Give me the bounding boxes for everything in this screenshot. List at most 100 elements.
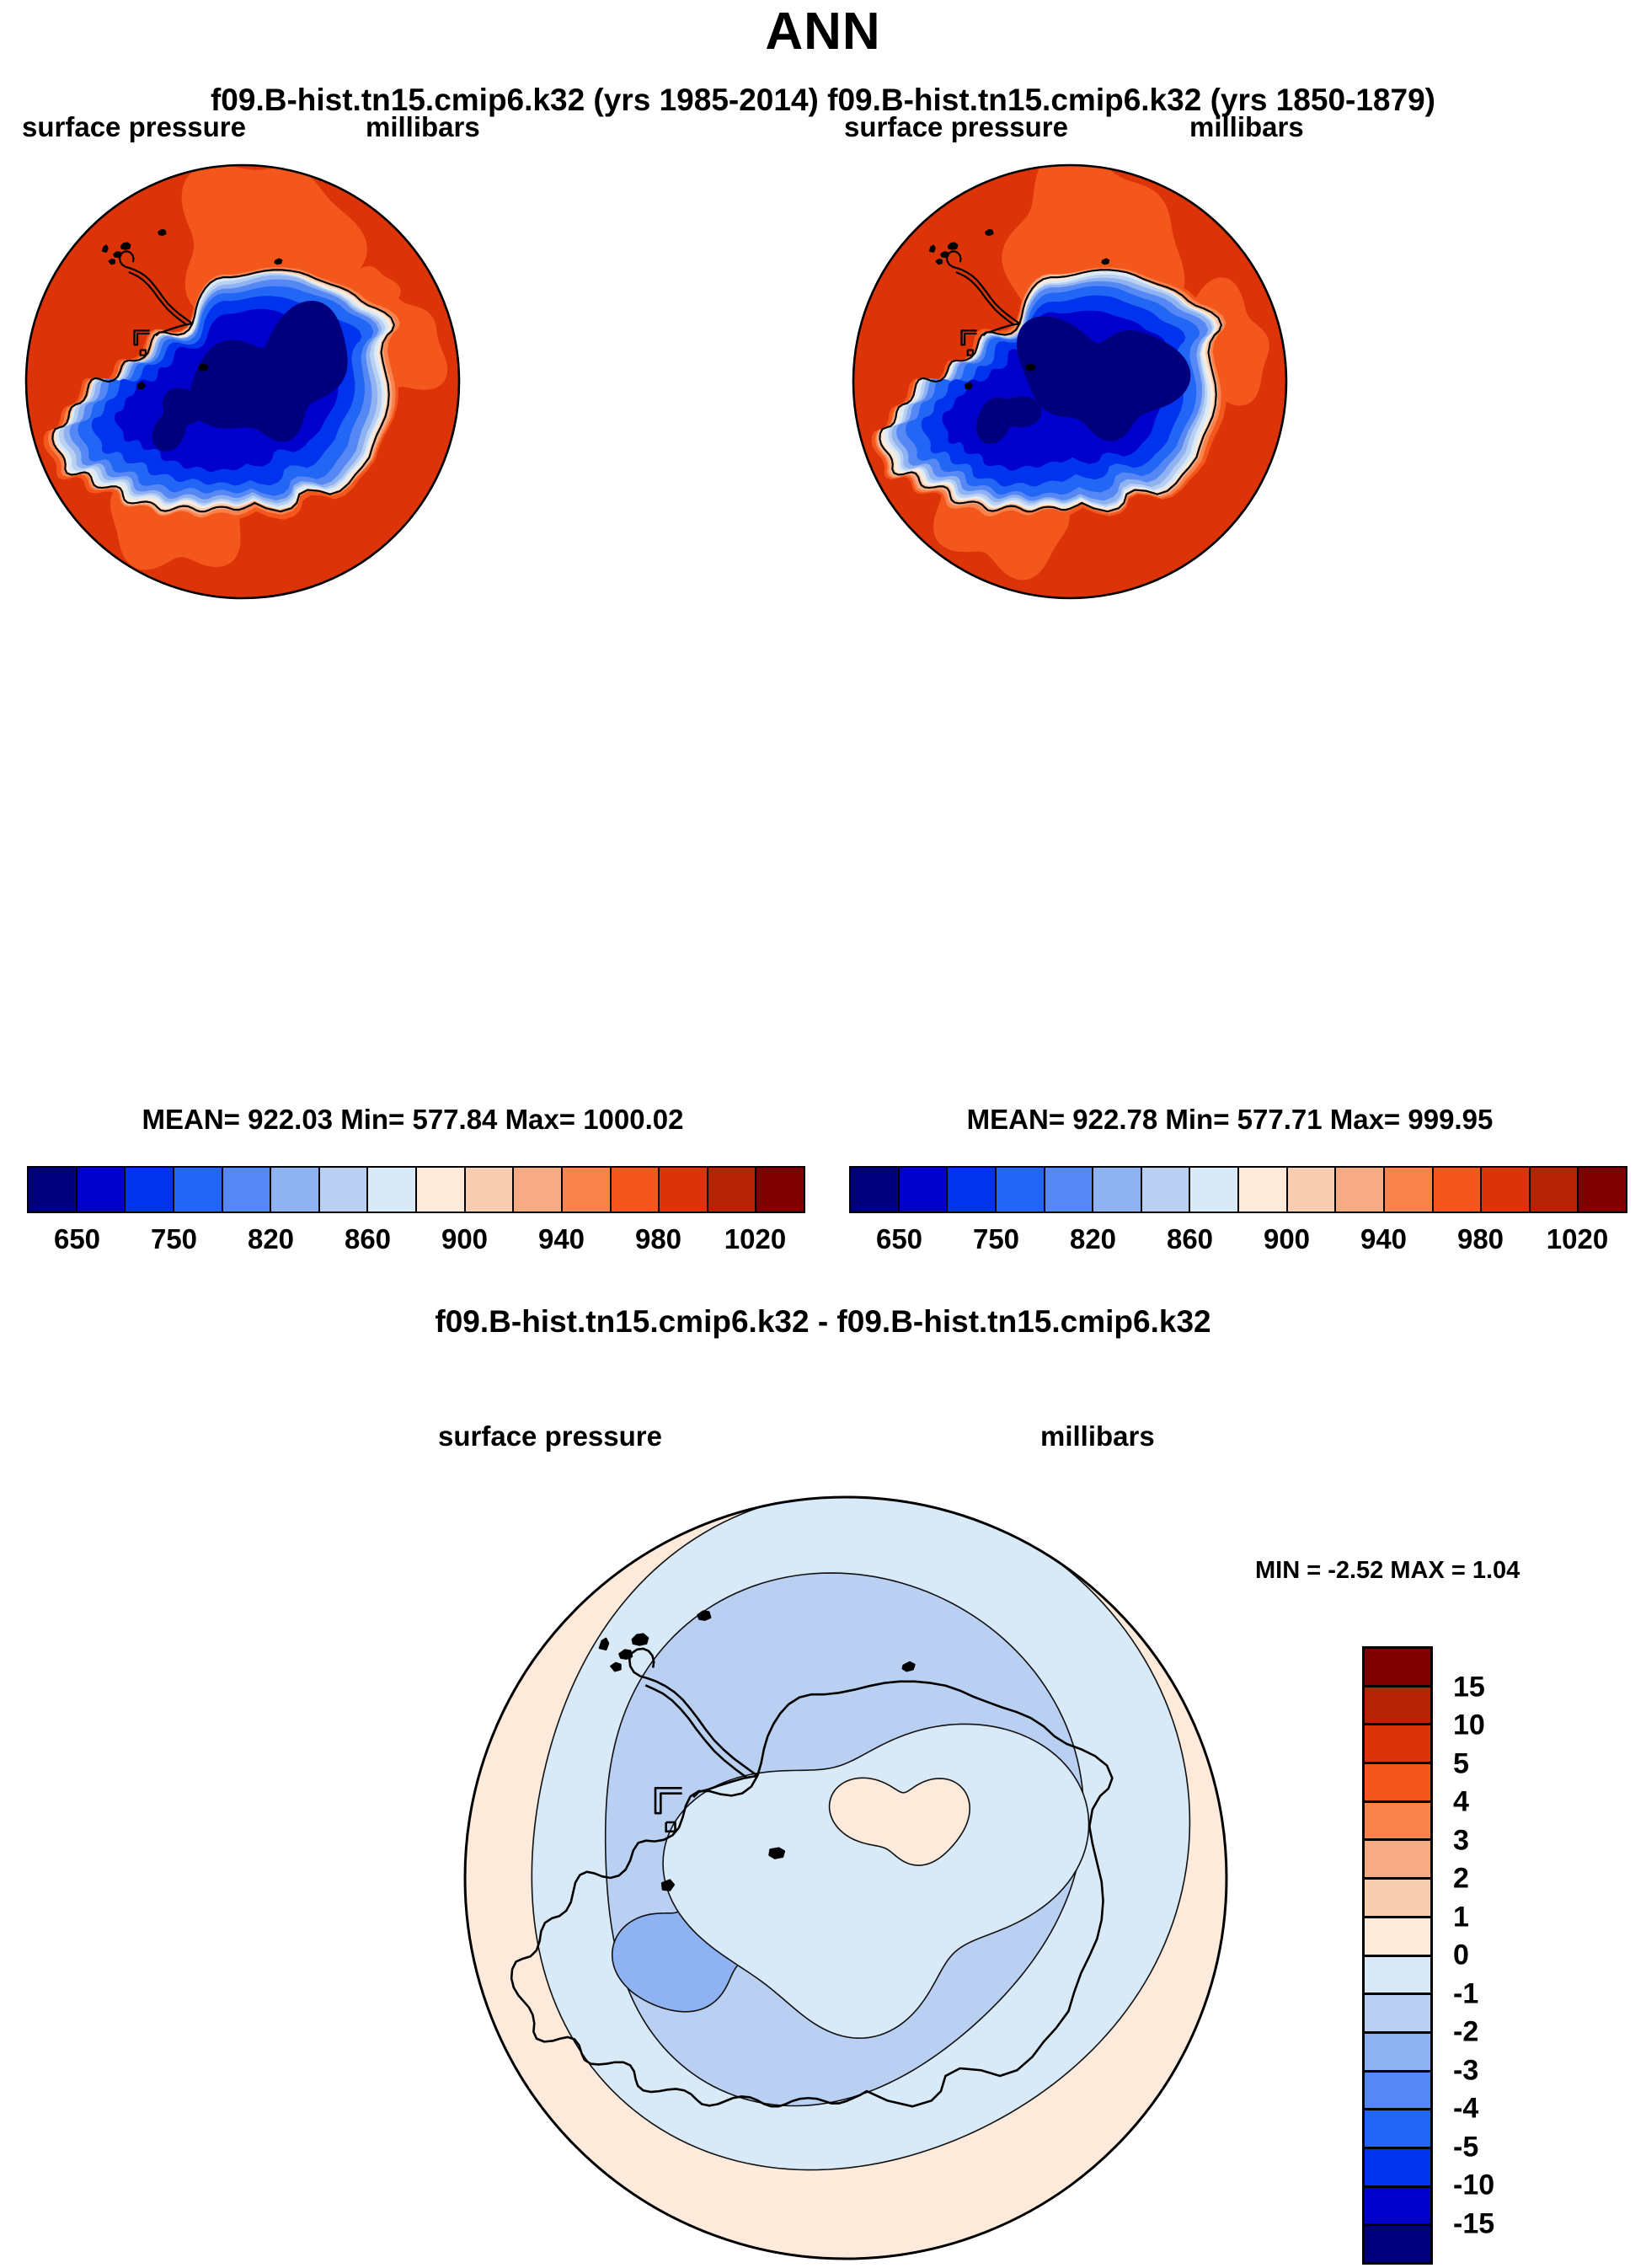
colorbar-swatch — [1365, 2072, 1430, 2111]
map-right-polar — [851, 158, 1289, 605]
colorbar-swatch — [851, 1168, 900, 1212]
colorbar-swatch — [899, 1168, 949, 1212]
left-stats: MEAN= 922.03 Min= 577.84 Max= 1000.02 — [142, 1104, 684, 1135]
coastline — [510, 1610, 1114, 2108]
colorbar-tick-label: 650 — [53, 1223, 101, 1254]
colorbar-tick-label: 2 — [1453, 1862, 1469, 1895]
colorbar-tick-label: 860 — [344, 1223, 392, 1254]
colorbar-swatch — [1365, 1995, 1430, 2034]
diff-colorbar: 15 10 5 4 3 2 1 0 -1 -2 -3 -4 -5 -10 -15 — [1362, 1646, 1563, 2265]
colorbar-swatch — [271, 1168, 320, 1212]
colorbar-swatch — [514, 1168, 563, 1212]
polar-map-svg — [24, 163, 461, 600]
map-frame — [24, 163, 461, 600]
colorbar-swatch — [1365, 1802, 1430, 1842]
colorbar-tick-label: 5 — [1453, 1747, 1469, 1779]
coastline — [879, 229, 1222, 513]
colorbar-tick-label: 650 — [875, 1223, 923, 1254]
coastline — [51, 229, 395, 513]
colorbar-swatch — [708, 1168, 757, 1212]
colorbar-tick-label: -3 — [1453, 2054, 1479, 2086]
page-title: ANN — [765, 3, 881, 61]
colorbar-tick-label: 15 — [1453, 1671, 1485, 1703]
diff-units-label: millibars — [1040, 1420, 1155, 1452]
colorbar-swatch — [1239, 1168, 1288, 1212]
colorbar-swatch — [319, 1168, 369, 1212]
colorbar-tick-label: 4 — [1453, 1785, 1469, 1818]
colorbar-swatch — [465, 1168, 515, 1212]
colorbar-tick-label: -4 — [1453, 2092, 1479, 2125]
colorbar-swatch — [417, 1168, 466, 1212]
colorbar-tick-label: 750 — [972, 1223, 1020, 1254]
colorbar-swatch — [222, 1168, 272, 1212]
colorbar-tick-label: 980 — [634, 1223, 682, 1254]
colorbar-tick-label: -2 — [1453, 2015, 1479, 2048]
colorbar-swatch — [1365, 1841, 1430, 1880]
colorbar-swatch — [1365, 2110, 1430, 2149]
colorbar-swatch — [1365, 1687, 1430, 1726]
colorbar-tick-label: 980 — [1456, 1223, 1504, 1254]
diff-title: f09.B-hist.tn15.cmip6.k32 - f09.B-hist.t… — [435, 1304, 1211, 1339]
colorbar-swatch — [1384, 1168, 1434, 1212]
colorbar-swatch — [29, 1168, 77, 1212]
diff-minmax: MIN = -2.52 MAX = 1.04 — [1255, 1557, 1520, 1584]
colorbar-tick-label: 750 — [150, 1223, 198, 1254]
colorbar-tick-label: -1 — [1453, 1977, 1479, 2009]
colorbar-swatch — [1045, 1168, 1094, 1212]
colorbar-swatch — [1365, 1880, 1430, 1918]
colorbar-tick-label: 820 — [247, 1223, 295, 1254]
colorbar-swatch — [1365, 2187, 1430, 2227]
map-left-polar — [24, 158, 462, 605]
colorbar-swatch — [1482, 1168, 1531, 1212]
colorbar-swatch — [1433, 1168, 1483, 1212]
map-diff-polar — [462, 1490, 1230, 2266]
colorbar-swatch — [1365, 1918, 1430, 1957]
colorbar-swatch — [660, 1168, 708, 1212]
polar-diff-map-svg — [463, 1495, 1228, 2260]
colorbar-swatch — [1365, 1649, 1430, 1688]
colorbar-tick-label: 1020 — [724, 1223, 787, 1254]
colorbar-tick-label: 0 — [1453, 1939, 1469, 1971]
colorbar-swatch — [611, 1168, 660, 1212]
colorbar-tick-label: -15 — [1453, 2207, 1495, 2239]
colorbar-swatch — [1365, 2226, 1430, 2262]
colorbar-swatch — [1336, 1168, 1385, 1212]
colorbar-swatch — [1365, 2033, 1430, 2073]
colorbar-tick-label: 900 — [1263, 1223, 1311, 1254]
right-field-label: surface pressure — [844, 111, 1068, 142]
colorbar-tick-label: 940 — [1360, 1223, 1408, 1254]
colorbar-swatch — [1190, 1168, 1239, 1212]
colorbar-swatch — [1365, 2148, 1430, 2188]
map-frame — [463, 1495, 1228, 2260]
colorbar-swatch — [1365, 1725, 1430, 1765]
colorbar-swatch — [562, 1168, 612, 1212]
left-colorbar: 650 750 820 860 900 940 980 1020 — [27, 1166, 805, 1264]
colorbar-tick-label: 1 — [1453, 1901, 1469, 1933]
colorbar-swatch — [1365, 1956, 1430, 1996]
colorbar-tick-label: 860 — [1166, 1223, 1214, 1254]
left-field-label: surface pressure — [22, 111, 246, 142]
colorbar-swatch — [1530, 1168, 1579, 1212]
polar-map-svg — [852, 163, 1288, 600]
colorbar-swatch — [948, 1168, 997, 1212]
colorbar-swatch — [174, 1168, 223, 1212]
colorbar-swatch — [368, 1168, 417, 1212]
colorbar-tick-label: 900 — [441, 1223, 489, 1254]
right-colorbar: 650 750 820 860 900 940 980 1020 — [849, 1166, 1627, 1264]
colorbar-swatch — [996, 1168, 1045, 1212]
diff-field-label: surface pressure — [438, 1420, 662, 1452]
left-units-label: millibars — [366, 111, 480, 142]
colorbar-tick-label: 1020 — [1546, 1223, 1609, 1254]
colorbar-swatch — [77, 1168, 126, 1212]
right-units-label: millibars — [1189, 111, 1304, 142]
right-stats: MEAN= 922.78 Min= 577.71 Max= 999.95 — [966, 1104, 1494, 1135]
colorbar-tick-label: -5 — [1453, 2131, 1479, 2163]
colorbar-swatch — [1287, 1168, 1337, 1212]
colorbar-swatch — [756, 1168, 804, 1212]
colorbar-swatch — [1365, 1764, 1430, 1803]
colorbar-tick-label: -10 — [1453, 2169, 1495, 2201]
colorbar-tick-label: 10 — [1453, 1709, 1485, 1741]
colorbar-swatch — [126, 1168, 174, 1212]
map-frame — [852, 163, 1288, 600]
colorbar-swatch — [1093, 1168, 1142, 1212]
